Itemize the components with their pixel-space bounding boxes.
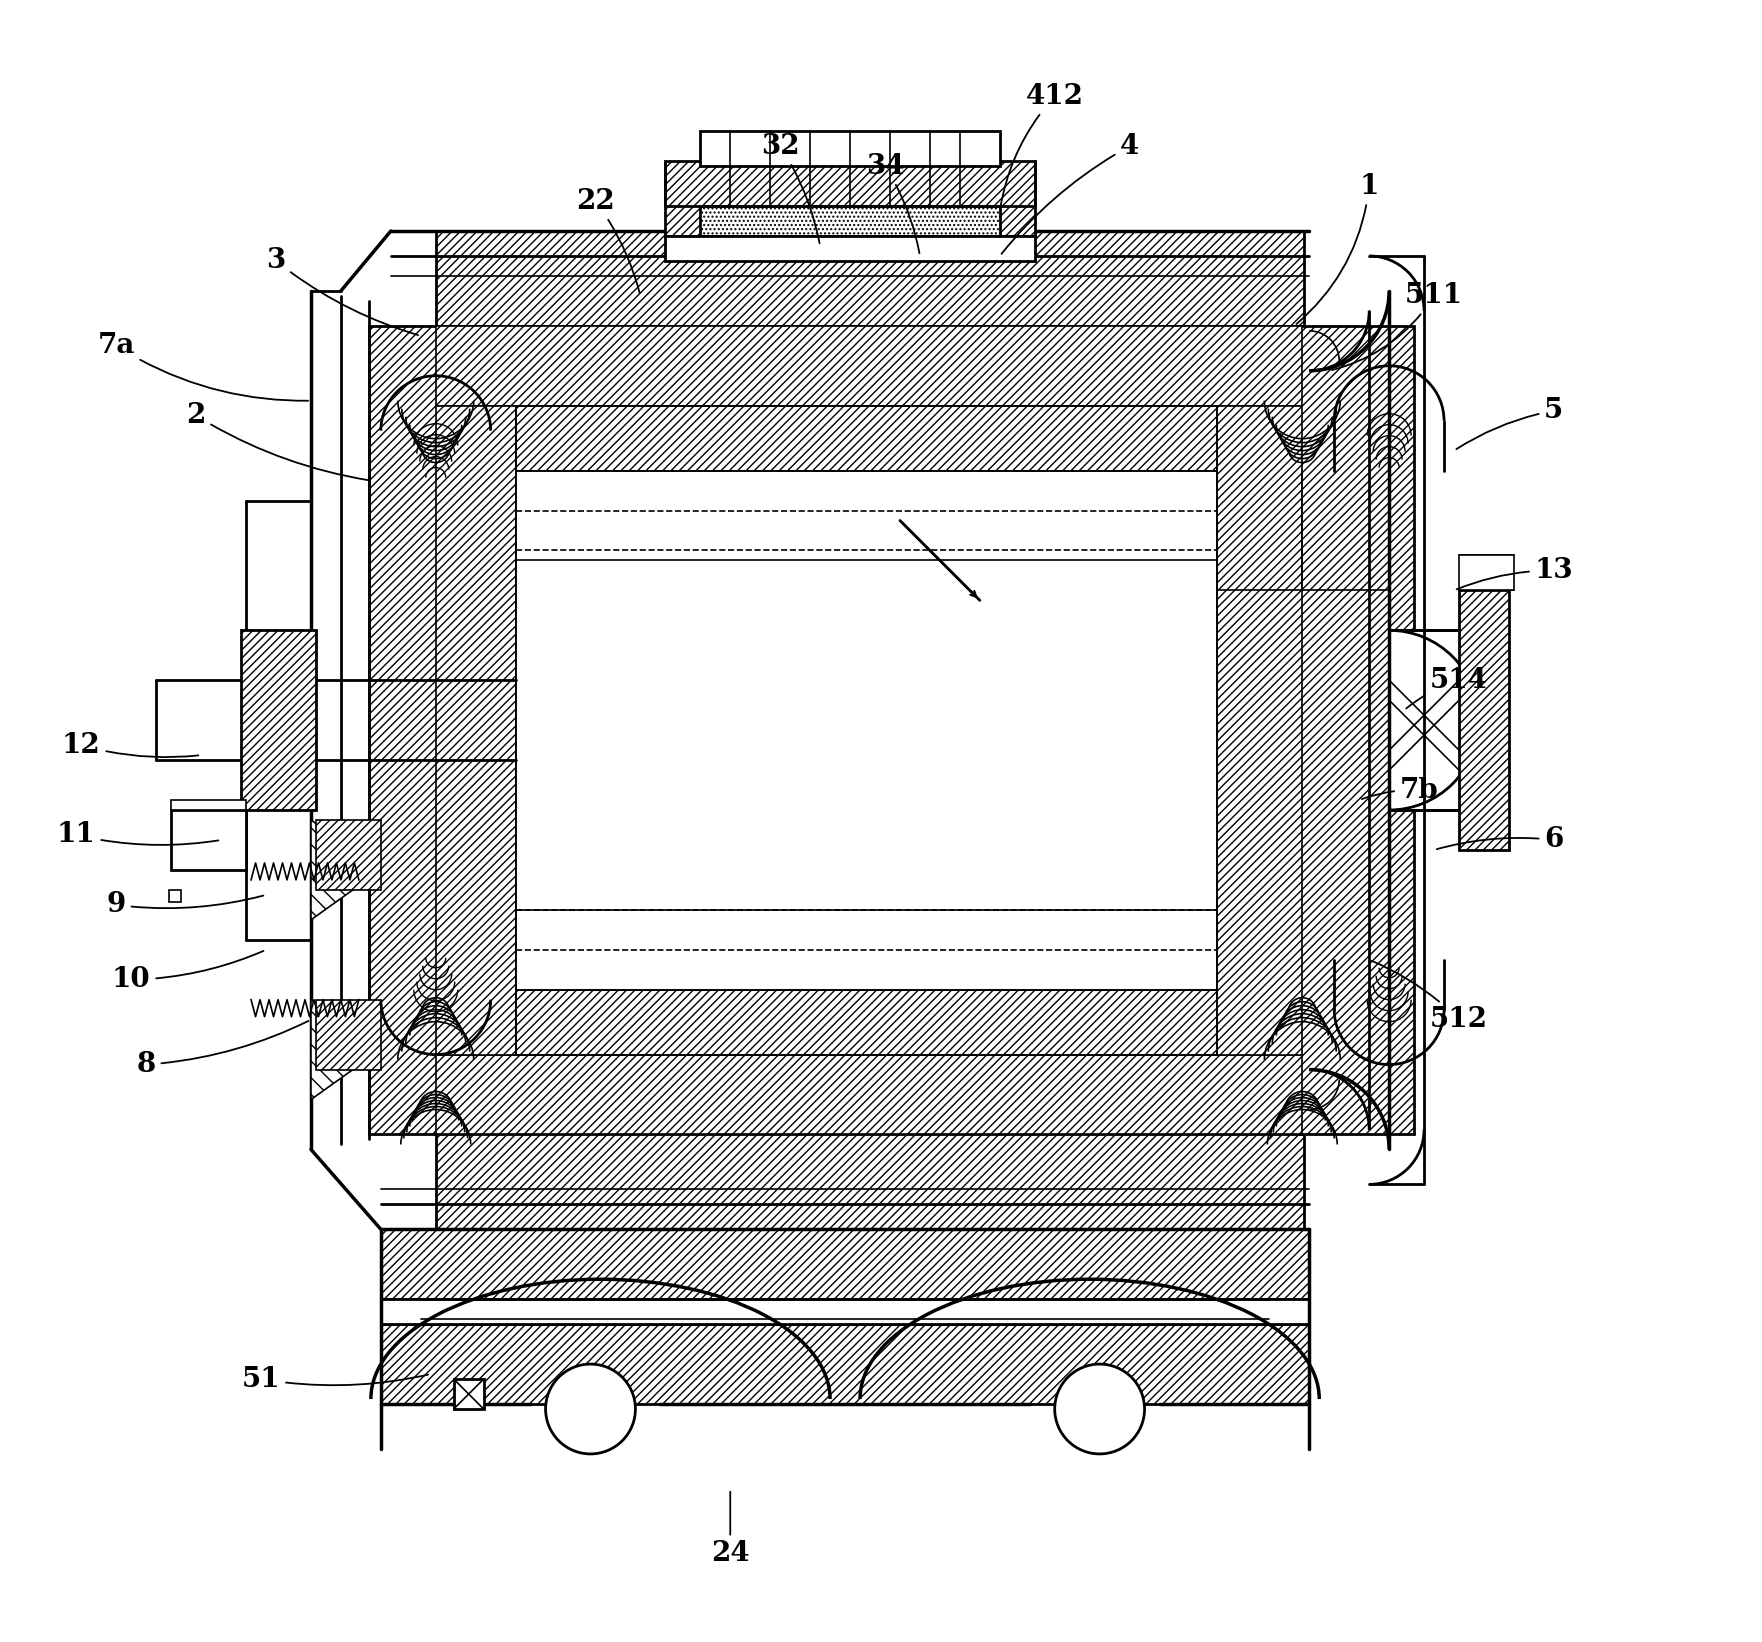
Circle shape bbox=[1055, 1365, 1145, 1453]
Bar bbox=[1459, 555, 1514, 591]
Bar bbox=[1218, 406, 1302, 1054]
Bar bbox=[435, 406, 516, 1054]
Bar bbox=[241, 631, 315, 810]
Bar bbox=[1299, 325, 1415, 1135]
Bar bbox=[435, 232, 1304, 325]
Text: 412: 412 bbox=[1001, 82, 1084, 209]
Bar bbox=[171, 810, 247, 870]
Bar bbox=[666, 161, 1034, 236]
Bar bbox=[381, 1230, 1309, 1299]
Bar bbox=[315, 819, 381, 890]
Text: 1: 1 bbox=[1297, 172, 1380, 323]
Bar bbox=[700, 131, 999, 166]
Bar bbox=[516, 990, 1218, 1054]
Text: 12: 12 bbox=[62, 732, 199, 759]
Text: 51: 51 bbox=[241, 1366, 428, 1392]
Bar bbox=[315, 1000, 381, 1069]
Bar bbox=[700, 205, 999, 236]
Bar bbox=[368, 325, 485, 1135]
Bar bbox=[435, 1054, 1302, 1135]
Text: 512: 512 bbox=[1373, 961, 1489, 1033]
Bar bbox=[171, 800, 247, 810]
Text: 32: 32 bbox=[761, 133, 819, 243]
Text: 7b: 7b bbox=[1362, 777, 1438, 803]
Circle shape bbox=[546, 1365, 636, 1453]
Text: 511: 511 bbox=[1332, 282, 1462, 369]
Bar bbox=[455, 1379, 485, 1409]
Bar bbox=[516, 471, 1218, 990]
Bar bbox=[435, 1135, 1304, 1230]
Text: 10: 10 bbox=[113, 951, 264, 993]
Text: 13: 13 bbox=[1457, 557, 1573, 589]
Bar bbox=[381, 1323, 1309, 1404]
Bar bbox=[435, 325, 1302, 406]
Text: 3: 3 bbox=[266, 248, 418, 335]
Bar bbox=[381, 1299, 1309, 1323]
Bar bbox=[1388, 631, 1470, 810]
Text: 7a: 7a bbox=[97, 332, 308, 401]
Text: 22: 22 bbox=[576, 187, 640, 294]
Text: 5: 5 bbox=[1457, 397, 1563, 450]
Text: 514: 514 bbox=[1406, 667, 1487, 708]
Bar bbox=[516, 406, 1218, 471]
Text: 24: 24 bbox=[710, 1491, 749, 1566]
Text: 2: 2 bbox=[187, 402, 368, 479]
Bar bbox=[169, 890, 181, 901]
Text: 34: 34 bbox=[865, 153, 920, 253]
Bar bbox=[666, 236, 1034, 261]
Text: 6: 6 bbox=[1436, 826, 1563, 854]
Polygon shape bbox=[310, 1000, 381, 1100]
Text: 8: 8 bbox=[137, 1021, 308, 1079]
Bar bbox=[516, 560, 1218, 910]
Text: 9: 9 bbox=[107, 892, 263, 918]
Bar bbox=[1459, 591, 1508, 851]
Polygon shape bbox=[310, 819, 381, 920]
Text: 4: 4 bbox=[1001, 133, 1140, 255]
Text: 11: 11 bbox=[56, 821, 218, 849]
